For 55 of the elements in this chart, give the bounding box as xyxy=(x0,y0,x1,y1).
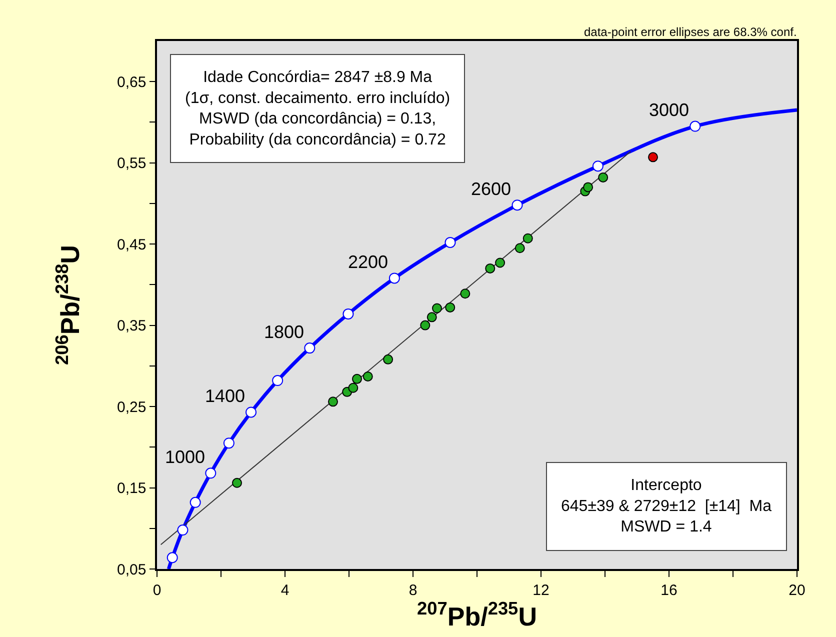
x-tick-label: 8 xyxy=(408,582,418,599)
y-tick-label: 0,65 xyxy=(117,74,146,91)
point xyxy=(583,182,594,192)
point xyxy=(690,120,701,132)
x-tick-label: 4 xyxy=(280,582,290,599)
point xyxy=(420,320,430,330)
point xyxy=(166,552,178,564)
x-tick-label: 0 xyxy=(152,582,162,599)
point xyxy=(205,468,216,479)
point xyxy=(460,288,470,299)
y-tick-label: 0,15 xyxy=(117,480,146,498)
point xyxy=(444,236,456,248)
point xyxy=(648,152,658,162)
x-tick-label: 12 xyxy=(532,582,550,599)
point xyxy=(522,233,533,244)
point xyxy=(388,272,400,284)
point xyxy=(223,438,234,449)
point xyxy=(445,302,456,312)
annotation: Intercepto 645±39 & 2729±12 [±14] Ma MSWD = 1.4 xyxy=(561,477,772,536)
annotation: 2200 xyxy=(348,252,388,272)
annotation: 3000 xyxy=(649,100,690,120)
annotation: 1000 xyxy=(165,447,206,467)
point xyxy=(426,312,437,322)
point xyxy=(272,375,284,386)
point xyxy=(246,406,257,418)
annotation: 1800 xyxy=(264,322,304,342)
annotation: Idade Concórdia= 2847 ±8.9 Ma (1σ, const. decaimento. erro incluído) MSWD (da concordância) = 0.13, Probability (da concordância) = 0.72 xyxy=(185,69,450,148)
x-tick-label: 16 xyxy=(660,582,678,599)
point xyxy=(592,160,604,172)
point xyxy=(485,263,496,274)
y-tick-label: 0,35 xyxy=(117,318,146,335)
point xyxy=(348,382,358,393)
point xyxy=(342,308,354,320)
y-tick-label: 0,45 xyxy=(117,236,146,254)
y-tick-label: 0,55 xyxy=(117,155,146,172)
point xyxy=(328,396,338,407)
point xyxy=(232,478,242,488)
annotation: 2600 xyxy=(471,179,512,199)
point xyxy=(432,303,442,314)
x-axis-title: $^{207}$Pb/$^{235}$U xyxy=(417,598,537,632)
point xyxy=(362,371,373,382)
point xyxy=(495,258,506,268)
point xyxy=(190,496,201,508)
y-tick-label: 0,25 xyxy=(117,398,146,416)
point xyxy=(177,524,188,536)
y-tick-label: 0,05 xyxy=(117,561,146,578)
point xyxy=(514,243,525,254)
point xyxy=(383,354,394,364)
annotation: 1400 xyxy=(205,386,246,406)
point xyxy=(352,374,362,384)
text: data-point error ellipses are 68.3% conf. xyxy=(584,25,797,39)
x-tick-label: 20 xyxy=(788,582,806,599)
point xyxy=(304,342,316,354)
point xyxy=(512,200,523,211)
point xyxy=(598,172,608,182)
